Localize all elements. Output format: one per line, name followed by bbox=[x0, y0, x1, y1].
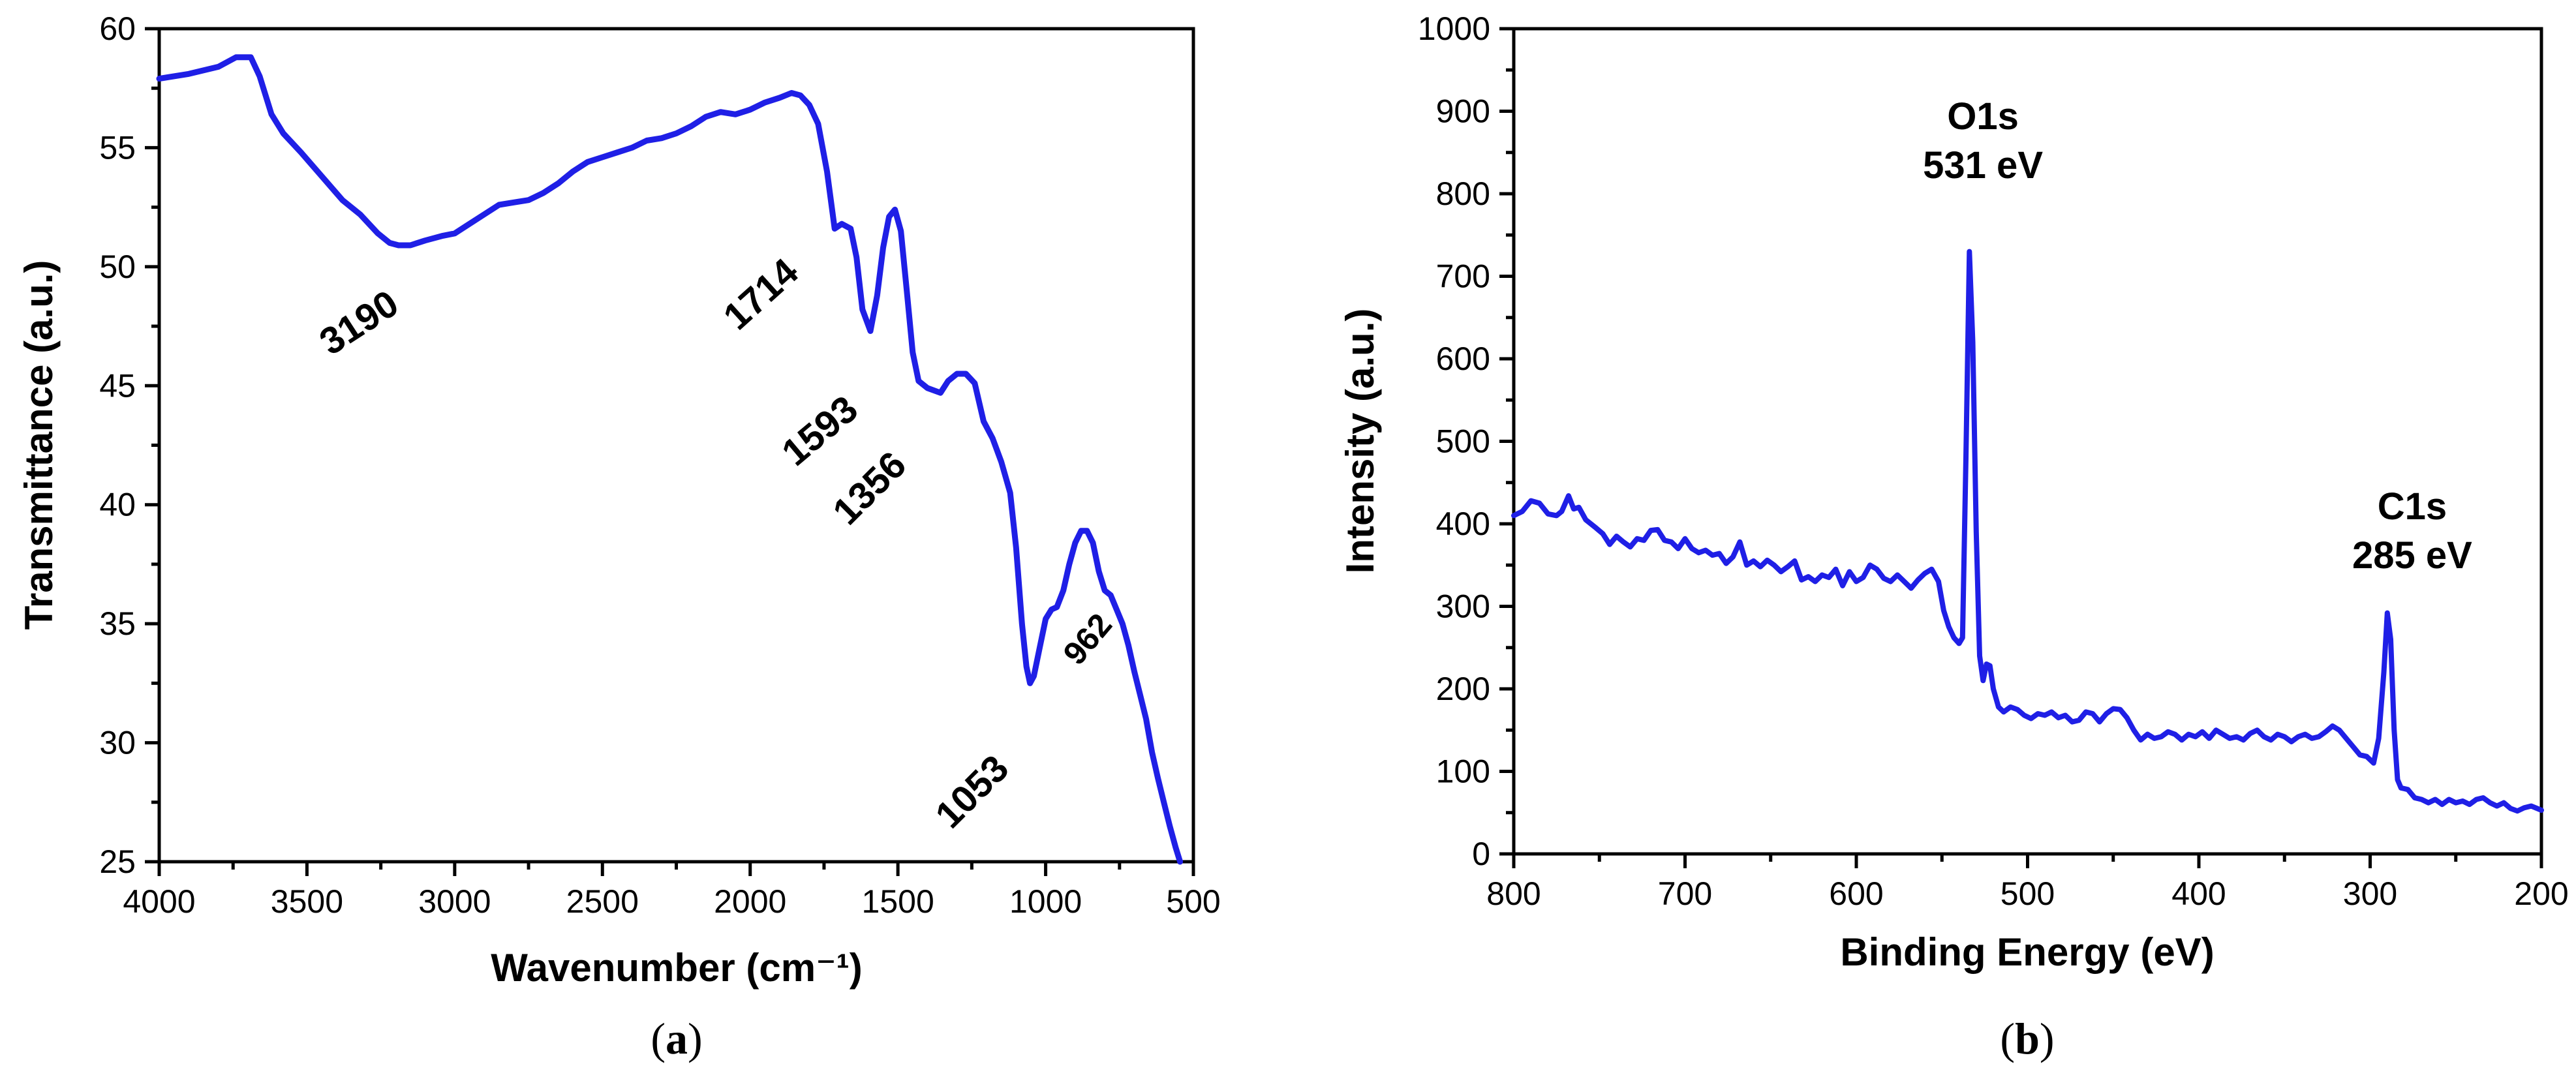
chart-a-x-axis-label: Wavenumber (cm⁻¹) bbox=[491, 946, 863, 990]
annotation-peak-1593: 1593 bbox=[774, 387, 866, 474]
chart-a-plot-frame bbox=[157, 27, 1195, 864]
annotation-peak-1053: 1053 bbox=[927, 747, 1017, 836]
y-tick-label: 300 bbox=[1436, 588, 1490, 625]
chart-b-annotations: O1s 531 eV C1s 285 eV bbox=[1923, 95, 2472, 577]
chart-a-y-axis-label: Transmittance (a.u.) bbox=[17, 260, 61, 630]
chart-b-caption-letter: b bbox=[2015, 1014, 2040, 1063]
y-tick-label: 40 bbox=[99, 487, 136, 523]
x-tick-label: 2500 bbox=[566, 883, 639, 920]
x-tick-label: 3000 bbox=[418, 883, 491, 920]
y-tick-label: 400 bbox=[1436, 506, 1490, 542]
y-tick-label: 800 bbox=[1436, 175, 1490, 212]
chart-b-x-axis-label: Binding Energy (eV) bbox=[1840, 930, 2214, 974]
x-tick-label: 500 bbox=[1166, 883, 1220, 920]
annotation-peak-energy: 285 eV bbox=[2352, 534, 2472, 577]
x-tick-label: 300 bbox=[2343, 875, 2397, 912]
y-tick-label: 50 bbox=[99, 249, 136, 285]
chart-a-ticks bbox=[145, 27, 1195, 876]
x-tick-label: 1500 bbox=[862, 883, 934, 920]
x-tick-label: 700 bbox=[1658, 875, 1712, 912]
chart-b-ticks bbox=[1499, 27, 2543, 868]
chart-a: 4000 3500 3000 2500 2000 1500 1000 500 25 30 35 40 4… bbox=[17, 10, 1221, 1063]
x-tick-label: 3500 bbox=[271, 883, 343, 920]
x-tick-label: 500 bbox=[2001, 875, 2055, 912]
annotation-peak-1356: 1356 bbox=[825, 444, 914, 533]
y-tick-label: 55 bbox=[99, 129, 136, 166]
chart-b-tick-labels: 800 700 600 500 400 300 200 0 100 200 300 400 500 600… bbox=[1418, 10, 2569, 912]
y-tick-label: 60 bbox=[99, 10, 136, 47]
x-tick-label: 200 bbox=[2514, 875, 2568, 912]
y-tick-label: 0 bbox=[1472, 836, 1490, 872]
chart-b-y-axis-label: Intensity (a.u.) bbox=[1338, 309, 1382, 574]
chart-a-tick-labels: 4000 3500 3000 2500 2000 1500 1000 500 25 30 35 40 4… bbox=[99, 10, 1220, 920]
y-tick-label: 1000 bbox=[1418, 10, 1490, 47]
y-tick-label: 700 bbox=[1436, 258, 1490, 295]
y-tick-label: 35 bbox=[99, 605, 136, 642]
chart-b-series-line bbox=[1511, 249, 2544, 814]
x-tick-label: 1000 bbox=[1009, 883, 1082, 920]
y-tick-label: 100 bbox=[1436, 753, 1490, 790]
y-tick-label: 500 bbox=[1436, 423, 1490, 460]
annotation-peak-name: C1s bbox=[2378, 485, 2447, 528]
x-tick-label: 600 bbox=[1829, 875, 1883, 912]
annotation-peak-1714: 1714 bbox=[715, 250, 806, 339]
annotation-peak-energy: 531 eV bbox=[1923, 144, 2043, 187]
x-tick-label: 2000 bbox=[714, 883, 786, 920]
chart-a-series-line bbox=[156, 54, 1184, 865]
y-tick-label: 900 bbox=[1436, 93, 1490, 130]
chart-b-caption: (b) bbox=[2000, 1014, 2054, 1063]
x-tick-label: 800 bbox=[1486, 875, 1541, 912]
annotation-peak-962: 962 bbox=[1056, 607, 1120, 672]
annotation-peak-name: O1s bbox=[1947, 95, 2019, 138]
y-tick-label: 30 bbox=[99, 725, 136, 761]
chart-b: 800 700 600 500 400 300 200 0 100 200 300 400 500 600… bbox=[1338, 10, 2569, 1063]
x-tick-label: 400 bbox=[2171, 875, 2226, 912]
chart-a-caption: (a) bbox=[651, 1014, 702, 1063]
y-tick-label: 600 bbox=[1436, 341, 1490, 377]
y-tick-label: 200 bbox=[1436, 671, 1490, 707]
y-tick-label: 25 bbox=[99, 843, 136, 880]
chart-a-caption-letter: a bbox=[666, 1014, 688, 1063]
y-tick-label: 45 bbox=[99, 367, 136, 404]
x-tick-label: 4000 bbox=[123, 883, 195, 920]
annotation-peak-3190: 3190 bbox=[312, 282, 406, 363]
